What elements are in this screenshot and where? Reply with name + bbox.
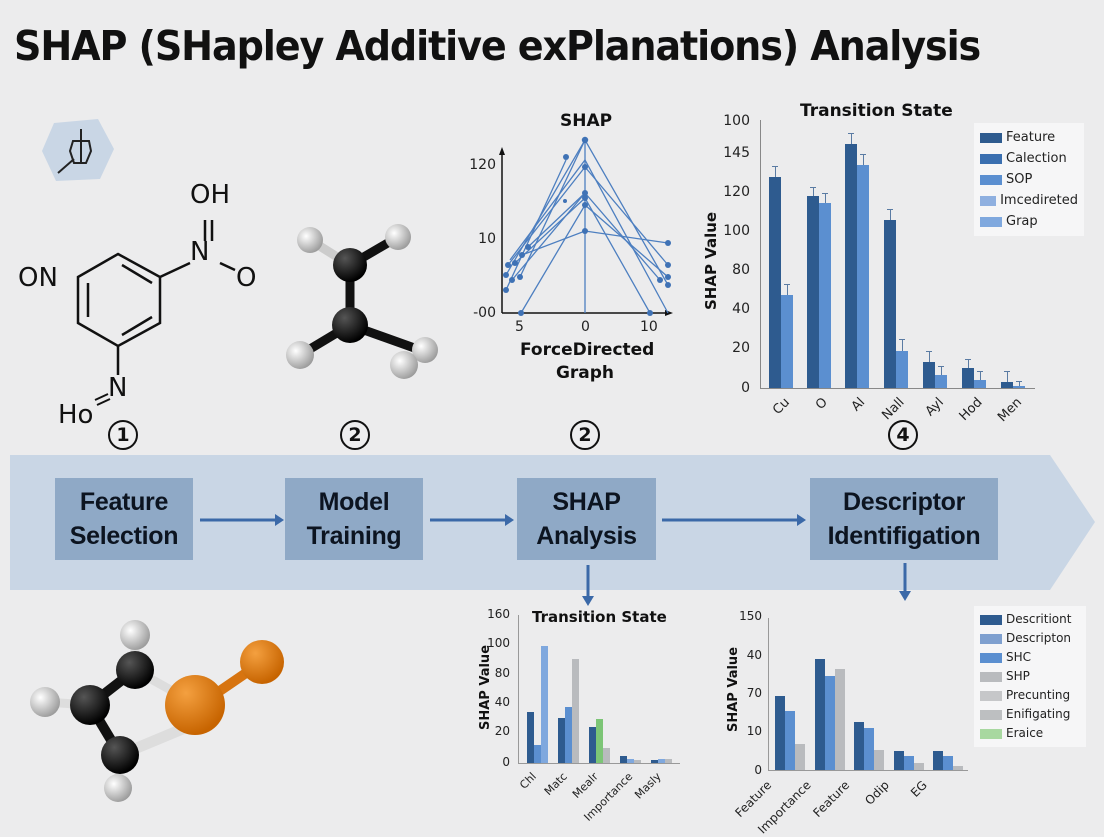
atom-label-oh: OH xyxy=(190,180,231,210)
molecule-3d-ethane xyxy=(270,215,450,395)
y-tick: 80 xyxy=(732,262,750,278)
y-tick: 100 xyxy=(487,636,510,650)
legend-item: Descritiont xyxy=(980,610,1080,629)
molecule-3d-phosphorus xyxy=(20,610,300,810)
bottom-chart-ylabel: SHAP Value xyxy=(478,644,493,730)
y-tick: 80 xyxy=(494,666,510,680)
legend-item: Feature xyxy=(980,127,1078,148)
y-tick: -00 xyxy=(473,305,496,321)
flow-step-shap-analysis: SHAP Analysis xyxy=(517,478,656,560)
y-tick: 10 xyxy=(478,231,496,247)
top-chart-title: Transition State xyxy=(800,101,953,121)
x-label: Feature xyxy=(809,778,852,820)
x-label: Matc xyxy=(542,770,571,798)
x-label: Chl xyxy=(517,770,540,792)
x-tick: 5 xyxy=(515,319,524,335)
atom-label-on: ON xyxy=(18,263,58,293)
molecule-structure-1: OH N O ON N Ho xyxy=(10,175,270,435)
y-tick: 70 xyxy=(746,686,762,700)
bottom-middle-bar-chart: Transition State SHAP Value 160 100 80 4… xyxy=(470,600,700,832)
atom-label-n-bottom: N xyxy=(108,373,128,403)
y-tick: 40 xyxy=(732,301,750,317)
step-number-2: 2 xyxy=(340,420,370,450)
bottom-right-bar-chart: SHAP Value 150 40 70 10 0 Feature Import… xyxy=(720,600,1104,837)
top-chart-plot xyxy=(760,120,1035,389)
y-tick: 10 xyxy=(746,724,762,738)
legend-item: Calection xyxy=(980,148,1078,169)
y-tick: 20 xyxy=(494,724,510,738)
step-number-4: 4 xyxy=(888,420,918,450)
legend-item: Enifigating xyxy=(980,705,1080,724)
x-tick: 10 xyxy=(640,319,658,335)
y-tick: 100 xyxy=(723,113,750,129)
page-title: SHAP (SHapley Additive exPlanations) Ana… xyxy=(14,22,981,70)
step-number-3: 2 xyxy=(570,420,600,450)
x-label: Odip xyxy=(862,778,892,808)
y-tick: 20 xyxy=(732,340,750,356)
step-number-1: 1 xyxy=(108,420,138,450)
flow-step-model-training: Model Training xyxy=(285,478,423,560)
legend-item: Precunting xyxy=(980,686,1080,705)
y-tick: 40 xyxy=(494,695,510,709)
legend-item: SHC xyxy=(980,648,1080,667)
x-tick: 0 xyxy=(581,319,590,335)
y-tick: 160 xyxy=(487,607,510,621)
y-tick: 100 xyxy=(723,223,750,239)
x-label: EG xyxy=(908,778,930,800)
bottom-right-legend: Descritiont Descripton SHC SHP Precuntin… xyxy=(974,606,1086,747)
legend-item: Grap xyxy=(980,211,1078,232)
flow-step-descriptor-identification: Descriptor Identifigation xyxy=(810,478,998,560)
atom-label-o-right: O xyxy=(236,263,257,293)
top-bar-chart: Transition State SHAP Value 100 145 120 … xyxy=(700,95,1100,425)
y-tick: 120 xyxy=(723,184,750,200)
x-label: Masly xyxy=(632,770,665,802)
legend-item: Imcedireted xyxy=(980,190,1078,211)
y-tick: 150 xyxy=(739,609,762,623)
force-graph-caption: ForceDirected Graph xyxy=(520,339,655,385)
atom-label-ho: Ho xyxy=(58,400,94,430)
atom-label-n-top: N xyxy=(190,237,210,267)
caption-line-1: ForceDirected xyxy=(520,340,655,360)
bottom-chart-title: Transition State xyxy=(532,608,667,626)
bottom-middle-plot xyxy=(518,615,680,764)
y-tick: 40 xyxy=(746,648,762,662)
y-tick: 145 xyxy=(723,145,750,161)
y-tick: 0 xyxy=(741,380,750,396)
caption-line-2: Graph xyxy=(555,363,615,383)
x-label: Mealr xyxy=(570,770,602,801)
y-tick: 0 xyxy=(754,763,762,777)
bottom-right-plot xyxy=(768,618,968,771)
legend-item: SOP xyxy=(980,169,1078,190)
legend-item: Descripton xyxy=(980,629,1080,648)
force-graph-title: SHAP xyxy=(560,111,613,131)
top-chart-legend: Feature Calection SOP Imcedireted Grap xyxy=(974,123,1084,236)
y-tick: 0 xyxy=(502,755,510,769)
legend-item: Eraice xyxy=(980,724,1080,743)
y-tick: 120 xyxy=(469,157,496,173)
legend-item: SHP xyxy=(980,667,1080,686)
force-directed-graph: SHAP 120 10 -00 5 0 10 xyxy=(460,105,690,395)
flow-step-feature-selection: Feature Selection xyxy=(55,478,193,560)
molecule-badge-icon xyxy=(40,115,116,183)
